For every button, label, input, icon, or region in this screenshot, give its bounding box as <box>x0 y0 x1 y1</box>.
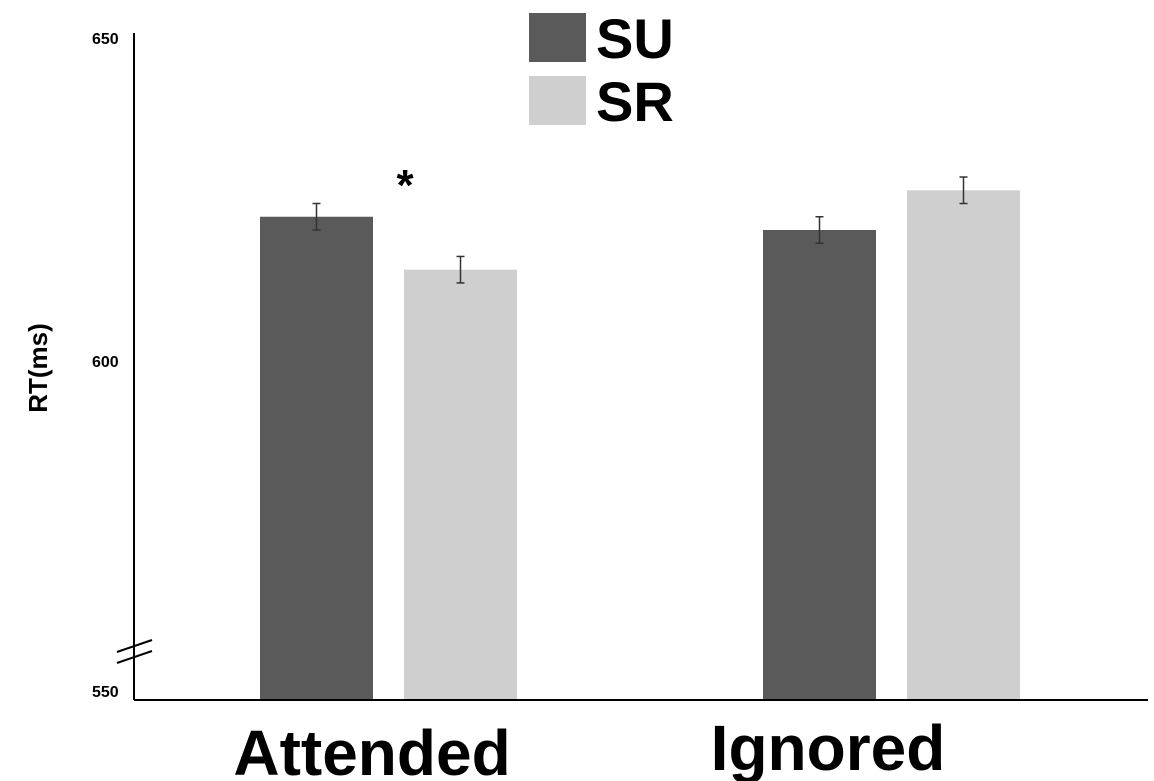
category-label-attended: Attended <box>233 717 510 781</box>
legend: SU SR <box>529 7 674 133</box>
bar-sr-attended <box>404 269 517 700</box>
legend-swatch-sr <box>529 76 586 125</box>
bar-su-attended <box>260 216 373 701</box>
legend-swatch-su <box>529 13 586 62</box>
bar-sr-ignored <box>907 190 1020 700</box>
error-bar-su-ignored <box>815 215 824 244</box>
axis-break-mark <box>116 639 153 664</box>
y-axis-label: RT(ms) <box>23 323 53 413</box>
legend-label-su: SU <box>596 7 674 70</box>
legend-label-sr: SR <box>596 70 674 133</box>
bars-group <box>260 190 1020 701</box>
bar-su-ignored <box>763 229 876 701</box>
y-tick-label: 600 <box>92 354 119 371</box>
significance-asterisk: * <box>396 161 414 210</box>
y-tick-label: 650 <box>92 31 119 48</box>
error-bars-group <box>312 176 968 284</box>
error-bar-su-attended <box>312 202 321 231</box>
error-bar-sr-attended <box>456 255 465 284</box>
category-label-ignored: Ignored <box>711 712 946 781</box>
y-tick-label: 550 <box>92 684 119 701</box>
error-bar-sr-ignored <box>959 176 968 205</box>
